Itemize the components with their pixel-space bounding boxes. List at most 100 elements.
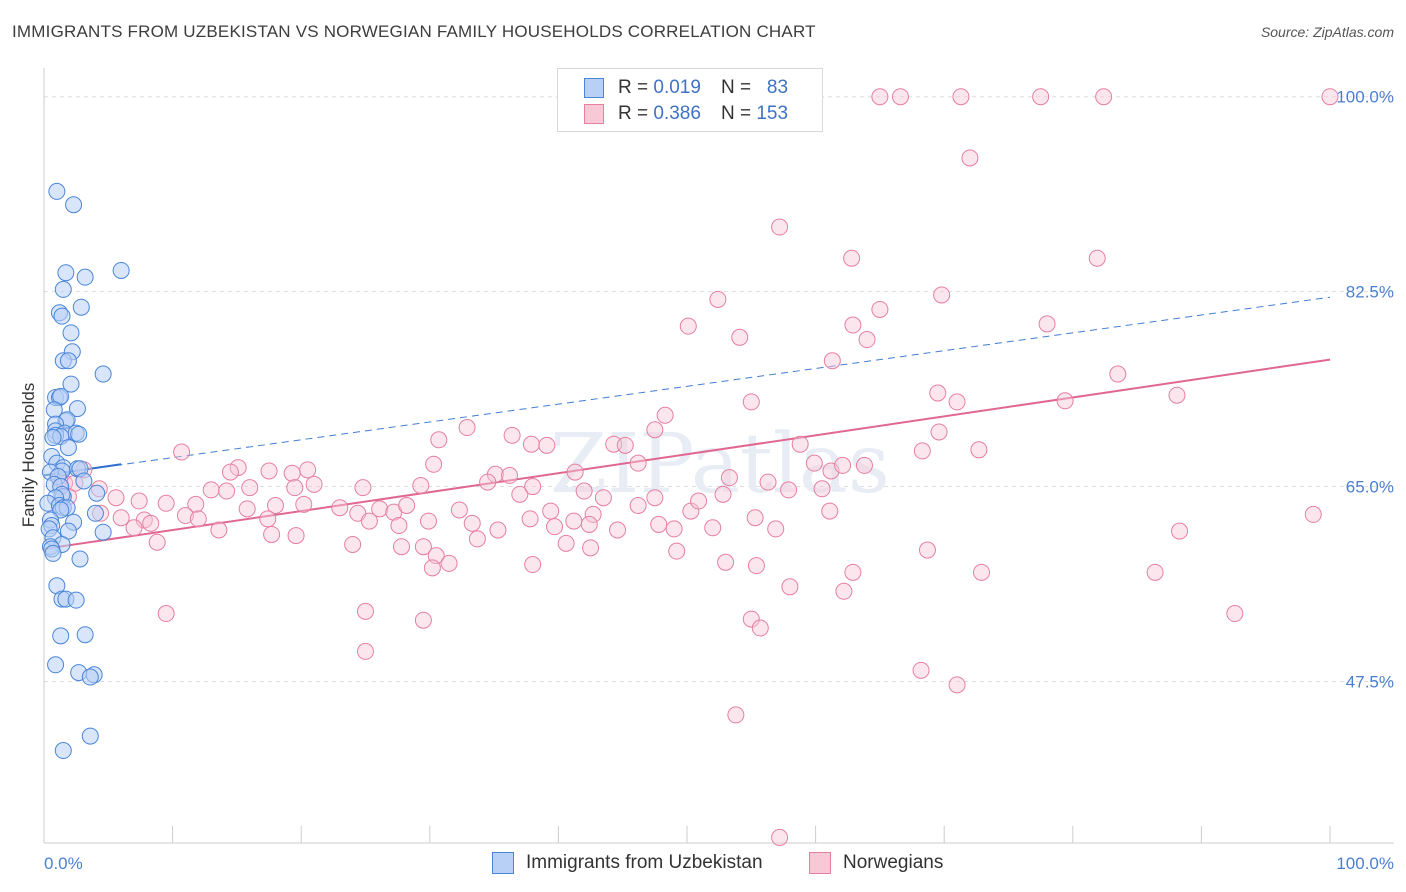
legend-r-value: 0.386 [653, 103, 701, 124]
chart-title: IMMIGRANTS FROM UZBEKISTAN VS NORWEGIAN … [12, 22, 816, 41]
point-uzbekistan [86, 504, 104, 522]
point-uzbekistan [59, 352, 77, 370]
point-uzbekistan [52, 627, 70, 645]
point-norwegians [173, 443, 191, 461]
point-norwegians [742, 610, 760, 628]
point-norwegians [629, 496, 647, 514]
y-tick-label: 65.0% [1346, 478, 1394, 497]
point-norwegians [489, 521, 507, 539]
point-norwegians [238, 500, 256, 518]
source-label: Source: ZipAtlas.com [1260, 24, 1394, 40]
point-norwegians [843, 249, 861, 267]
point-norwegians [656, 406, 674, 424]
point-norwegians [665, 520, 683, 538]
point-norwegians [929, 384, 947, 402]
point-norwegians [727, 706, 745, 724]
point-norwegians [524, 478, 542, 496]
point-norwegians [747, 557, 765, 575]
point-norwegians [511, 485, 529, 503]
point-uzbekistan [76, 268, 94, 286]
point-uzbekistan [68, 400, 86, 418]
point-uzbekistan [81, 727, 99, 745]
point-norwegians [781, 578, 799, 596]
point-norwegians [130, 492, 148, 510]
point-norwegians [1038, 315, 1056, 333]
point-uzbekistan [47, 656, 65, 674]
point-norwegians [1146, 563, 1164, 581]
legend-n-label: N = [720, 103, 752, 124]
point-norwegians [704, 519, 722, 537]
point-uzbekistan [44, 429, 62, 447]
point-norwegians [771, 828, 789, 846]
legend-n-label: N = [720, 77, 752, 98]
point-norwegians [479, 473, 497, 491]
point-norwegians [594, 489, 612, 507]
point-norwegians [241, 479, 259, 497]
point-norwegians [157, 605, 175, 623]
point-norwegians [835, 582, 853, 600]
point-norwegians [557, 534, 575, 552]
y-tick-label: 100.0% [1336, 88, 1394, 107]
point-norwegians [717, 553, 735, 571]
point-norwegians [287, 527, 305, 545]
point-norwegians [266, 496, 284, 514]
legend-r-label: R = [618, 77, 649, 98]
point-norwegians [189, 510, 207, 528]
point-norwegians [142, 514, 160, 532]
point-norwegians [616, 436, 634, 454]
point-norwegians [780, 481, 798, 499]
point-norwegians [1171, 522, 1189, 540]
point-norwegians [210, 521, 228, 539]
point-norwegians [283, 464, 301, 482]
point-norwegians [263, 525, 281, 543]
point-norwegians [357, 642, 374, 660]
point-norwegians [646, 421, 664, 439]
legend-n-value: 83 [766, 77, 789, 98]
point-norwegians [420, 512, 438, 530]
point-norwegians [714, 485, 732, 503]
point-norwegians [546, 518, 564, 536]
point-norwegians [1226, 605, 1244, 623]
point-norwegians [844, 316, 862, 334]
point-norwegians [720, 469, 738, 487]
legend-label: Norwegians [843, 852, 944, 873]
point-uzbekistan [71, 550, 89, 568]
bottom-legend-norwegians: Norwegians [809, 852, 943, 874]
point-norwegians [972, 563, 990, 581]
point-norwegians [305, 475, 323, 493]
point-norwegians [834, 456, 852, 474]
point-norwegians [221, 463, 239, 481]
point-norwegians [948, 676, 966, 694]
point-norwegians [679, 317, 697, 335]
trend-line-norwegians [43, 358, 1331, 550]
point-uzbekistan [75, 472, 93, 490]
point-norwegians [423, 559, 441, 577]
point-uzbekistan [88, 484, 106, 502]
point-norwegians [360, 512, 378, 530]
point-norwegians [855, 456, 873, 474]
point-norwegians [202, 481, 220, 499]
point-norwegians [575, 482, 593, 500]
point-norwegians [759, 473, 777, 491]
legend-n-value: 153 [756, 103, 789, 124]
point-norwegians [331, 499, 349, 517]
point-norwegians [746, 509, 764, 527]
point-uzbekistan [62, 375, 80, 393]
point-norwegians [393, 538, 411, 556]
point-norwegians [259, 510, 277, 528]
point-norwegians [813, 480, 831, 498]
point-norwegians [1109, 365, 1127, 383]
point-norwegians [823, 352, 841, 370]
point-norwegians [176, 507, 194, 525]
point-norwegians [891, 88, 909, 106]
point-norwegians [440, 554, 458, 572]
point-norwegians [1056, 392, 1074, 410]
legend-label: Immigrants from Uzbekistan [526, 852, 763, 873]
point-norwegians [1321, 88, 1339, 106]
legend-swatch-pink [584, 104, 604, 124]
point-uzbekistan [112, 261, 130, 279]
point-norwegians [948, 393, 966, 411]
point-norwegians [450, 501, 468, 519]
point-norwegians [112, 509, 130, 527]
